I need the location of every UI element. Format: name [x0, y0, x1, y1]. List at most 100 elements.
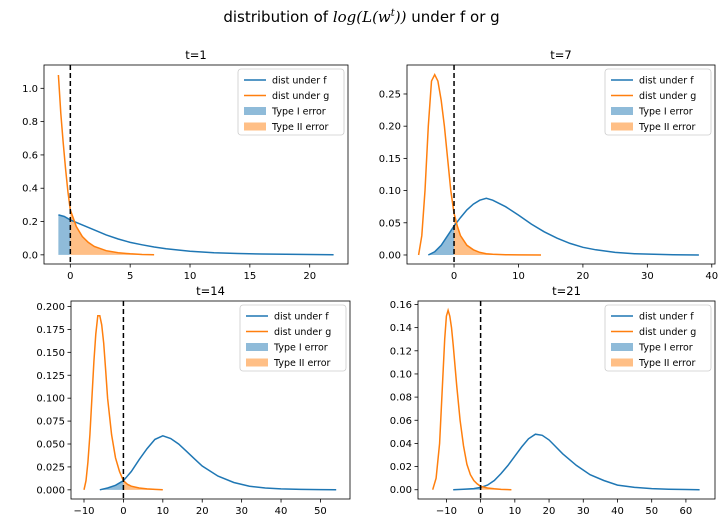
type1-error-area — [58, 214, 71, 255]
y-tick-label: 0.02 — [390, 462, 412, 473]
x-tick-label: 10 — [184, 271, 197, 282]
subplot-title: t=14 — [196, 284, 225, 298]
y-tick-label: 0.125 — [36, 371, 65, 382]
type1-error-area — [428, 226, 455, 255]
subplot-4: −10 0 10 20 30 40 50 60 0.00 0.02 0.04 0.06 0.08 0.10… — [390, 284, 716, 517]
suptitle-math: log(L(wt)) — [333, 8, 407, 26]
suptitle-math-close: )) — [394, 8, 407, 26]
y-tick-label: 0.175 — [36, 325, 65, 336]
subplot-2: 0 10 20 30 40 0.00 0.05 0.10 0.15 0.20 0.25 t=7 dist… — [379, 48, 718, 282]
y-tick-label: 0.10 — [379, 186, 401, 197]
y-tick-label: 0.150 — [36, 348, 65, 359]
y-tick-label: 0.200 — [36, 302, 65, 313]
series-line-g — [417, 73, 542, 256]
y-tick-label: 0.20 — [379, 122, 401, 133]
y-tick-label: 0.10 — [390, 369, 412, 380]
legend-label: dist under g — [639, 91, 696, 102]
y-tick-label: 0.15 — [379, 154, 401, 165]
legend-label: Type I error — [273, 343, 328, 354]
x-tick-label: 0 — [477, 506, 483, 517]
subplot-title: t=21 — [552, 284, 581, 298]
legend-handle — [611, 358, 633, 367]
type2-error-area — [480, 486, 512, 490]
x-tick-label: 60 — [680, 506, 693, 517]
legend-handle — [246, 343, 268, 351]
x-tick-label: 40 — [611, 506, 624, 517]
legend: dist under f dist under g Type I error Type… — [604, 68, 712, 136]
subplot-3: −10 0 10 20 30 40 50 0.000 0.025 0.050 0.075 0.100 0… — [36, 284, 351, 517]
legend-label: Type II error — [271, 122, 329, 133]
y-tick-label: 0.14 — [390, 323, 412, 334]
legend-label: Type I error — [638, 107, 693, 118]
x-tick-label: 40 — [705, 271, 718, 282]
legend-label: Type I error — [271, 107, 326, 118]
x-tick-label: 0 — [67, 271, 73, 282]
y-tick-label: 0.25 — [379, 89, 401, 100]
series-line-f — [58, 214, 334, 256]
x-tick-label: 30 — [577, 506, 590, 517]
legend-box — [604, 304, 712, 372]
legend-label: dist under f — [639, 76, 694, 87]
legend: dist under f dist under g Type I error Type… — [239, 304, 347, 372]
x-tick-label: 20 — [577, 271, 590, 282]
y-tick-label: 0.12 — [390, 346, 412, 357]
y-tick-label: 0.16 — [390, 300, 412, 311]
x-tick-label: 0 — [451, 271, 457, 282]
figure-suptitle: distribution of log(L(wt)) under f or g — [0, 8, 723, 26]
legend-label: Type II error — [638, 122, 696, 133]
y-tick-label: 0.000 — [36, 485, 65, 496]
legend-box — [604, 68, 712, 136]
x-tick-label: 40 — [275, 506, 288, 517]
y-tick-label: 0.025 — [36, 462, 65, 473]
series-line-f — [427, 197, 699, 256]
x-tick-label: 10 — [156, 506, 169, 517]
y-tick-label: 0.04 — [390, 439, 412, 450]
y-tick-label: 0.075 — [36, 417, 65, 428]
y-tick-label: 0.100 — [36, 394, 65, 405]
type2-error-area — [123, 480, 163, 490]
x-tick-label: −10 — [436, 506, 457, 517]
y-tick-label: 0.08 — [390, 393, 412, 404]
legend-box — [237, 68, 345, 136]
suptitle-math-open: (L(w — [356, 8, 391, 26]
legend-box — [239, 304, 347, 372]
legend-handle — [611, 122, 633, 131]
type2-error-area — [70, 209, 155, 255]
legend-handle — [611, 107, 633, 115]
y-tick-label: 0.050 — [36, 440, 65, 451]
type1-error-area — [99, 480, 124, 490]
series-line-f — [99, 434, 337, 491]
x-tick-label: 30 — [641, 271, 654, 282]
legend-label: dist under g — [274, 327, 331, 338]
legend: dist under f dist under g Type I error Type… — [237, 68, 345, 136]
legend: dist under f dist under g Type I error Type… — [604, 304, 712, 372]
legend-label: Type II error — [638, 358, 696, 369]
y-tick-label: 0.8 — [22, 117, 38, 128]
axes-frame — [43, 64, 349, 265]
y-tick-label: 1.0 — [22, 84, 38, 95]
series-line-g — [83, 314, 163, 491]
axes-frame — [406, 64, 716, 265]
legend-handle — [611, 343, 633, 351]
x-tick-label: 20 — [196, 506, 209, 517]
legend-label: dist under g — [639, 327, 696, 338]
axes-frame — [417, 300, 716, 500]
suptitle-suffix: under f or g — [406, 8, 500, 26]
legend-label: dist under f — [274, 312, 329, 323]
series-line-f — [453, 433, 700, 491]
subplot-title: t=1 — [185, 48, 206, 62]
legend-label: dist under f — [639, 312, 694, 323]
y-tick-label: 0.2 — [22, 217, 38, 228]
x-tick-label: 10 — [512, 271, 525, 282]
y-tick-label: 0.00 — [379, 250, 401, 261]
legend-label: Type II error — [273, 358, 331, 369]
x-tick-label: 5 — [127, 271, 133, 282]
y-tick-label: 0.05 — [379, 218, 401, 229]
x-tick-label: 15 — [243, 271, 256, 282]
x-tick-label: 30 — [235, 506, 248, 517]
axes-frame — [70, 300, 351, 500]
y-tick-label: 0.00 — [390, 485, 412, 496]
legend-label: dist under f — [272, 76, 327, 87]
suptitle-prefix: distribution of — [223, 8, 333, 26]
x-tick-label: 50 — [314, 506, 327, 517]
